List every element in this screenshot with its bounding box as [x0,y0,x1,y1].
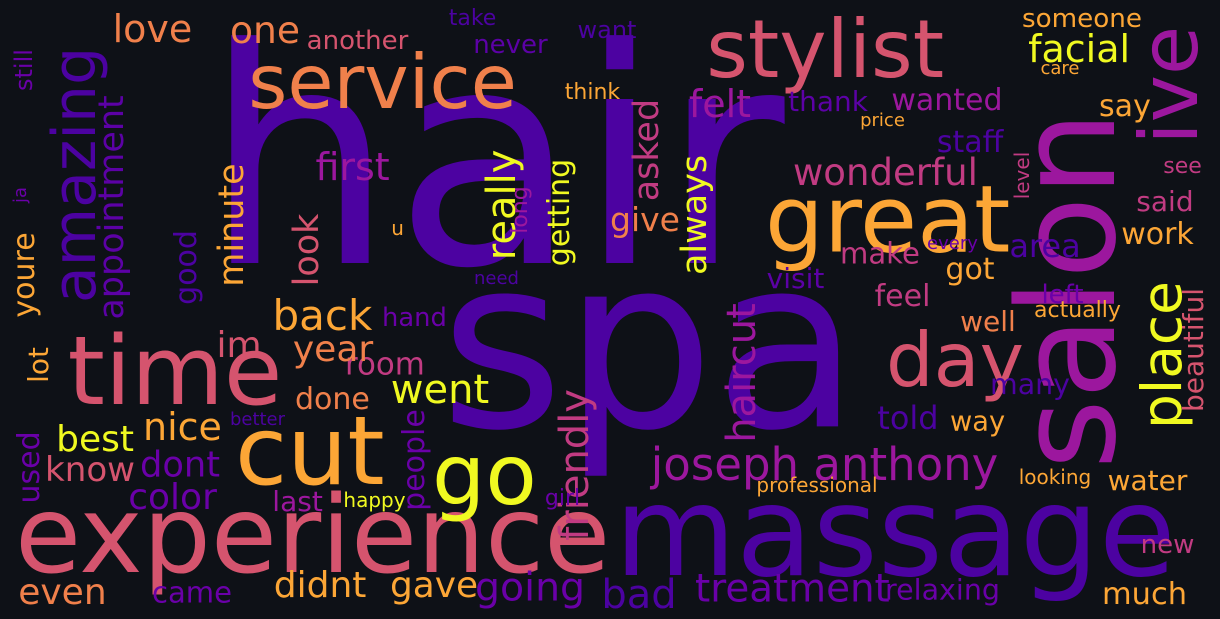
word-long: long [508,186,533,234]
word-relaxing: relaxing [885,573,1001,607]
word-better: better [230,409,285,431]
word-left: left [1041,280,1084,310]
word-nice: nice [142,405,222,449]
word-girl: girl [544,486,581,511]
word-think: think [564,80,621,105]
word-im: im [216,325,262,366]
word-great: great [765,165,1011,274]
word-gave: gave [390,565,479,607]
word-good: good [169,230,204,305]
word-ja: ja [10,186,31,204]
word-say: say [1099,89,1151,124]
word-way: way [950,406,1006,438]
word-color: color [128,477,217,518]
word-said: said [1136,185,1194,218]
word-massage: massage [614,460,1176,605]
word-look: look [287,213,327,287]
word-visit: visit [766,262,825,295]
word-didnt: didnt [273,565,367,606]
word-love: love [112,7,193,51]
word-always: always [675,154,715,276]
word-room: room [345,346,425,383]
word-dont: dont [140,444,221,486]
word-year: year [292,329,374,370]
word-service: service [248,38,517,126]
word-bad: bad [601,572,677,618]
word-need: need [474,268,519,289]
word-best: best [56,419,134,460]
word-work: work [1121,217,1194,252]
word-make: make [840,236,920,271]
word-wanted: wanted [891,83,1003,118]
word-used: used [12,431,47,504]
word-day: day [886,316,1024,404]
word-appointment: appointment [92,95,132,320]
word-actually: actually [1034,298,1121,323]
word-one: one [230,8,301,53]
word-felt: felt [688,82,752,126]
word-much: much [1102,576,1188,612]
word-stylist: stylist [706,3,945,96]
word-lot: lot [22,347,55,383]
word-staff: staff [936,125,1004,160]
word-time: time [67,317,283,427]
word-getting: getting [542,158,577,267]
word-happy: happy [343,488,406,512]
word-give: give [610,200,680,239]
word-friendly: friendly [552,389,598,541]
word-still: still [10,49,38,91]
word-every: every [927,233,978,254]
word-well: well [960,305,1016,338]
word-joseph-anthony: joseph anthony [650,438,999,491]
word-new: new [1140,530,1195,560]
word-last: last [272,485,323,518]
word-hand: hand [382,303,447,334]
word-back: back [272,291,373,340]
word-never: never [473,30,548,60]
word-beautiful: beautiful [1177,287,1210,413]
word-someone: someone [1022,3,1143,34]
word-wonderful: wonderful [793,150,978,194]
word-minute: minute [212,163,252,287]
word-feel: feel [874,279,931,314]
word-professional: professional [756,473,878,497]
word-going: going [475,564,586,611]
word-came: came [152,575,233,610]
word-go: go [432,426,537,524]
word-youre: youre [7,232,42,318]
word-done: done [295,382,370,417]
word-area: area [1009,227,1081,265]
word-many: many [990,367,1071,401]
word-know: know [45,449,136,490]
word-experience: experience [15,472,611,598]
word-thank: thank [788,85,868,118]
word-looking: looking [1018,465,1092,489]
word-hair: hair [204,0,785,334]
word-haircut: haircut [719,303,765,443]
word-cut: cut [234,397,385,507]
word-spa: spa [440,206,860,483]
word-first: first [315,145,390,189]
word-level: level [1010,151,1034,200]
word-got: got [945,252,995,287]
word-went: went [390,367,490,413]
word-facial: facial [1028,27,1131,71]
word-want: want [577,16,637,44]
word-u: u [391,216,404,240]
word-price: price [860,110,905,131]
word-told: told [877,399,939,437]
word-see: see [1163,154,1202,179]
word-asked: asked [627,98,667,202]
word-take: take [448,6,497,31]
word-treatment: treatment [695,566,890,612]
word-ive: ive [1123,25,1216,145]
word-even: even [18,572,107,613]
word-water: water [1107,464,1188,497]
word-care: care [1040,58,1080,79]
word-another: another [306,26,409,56]
